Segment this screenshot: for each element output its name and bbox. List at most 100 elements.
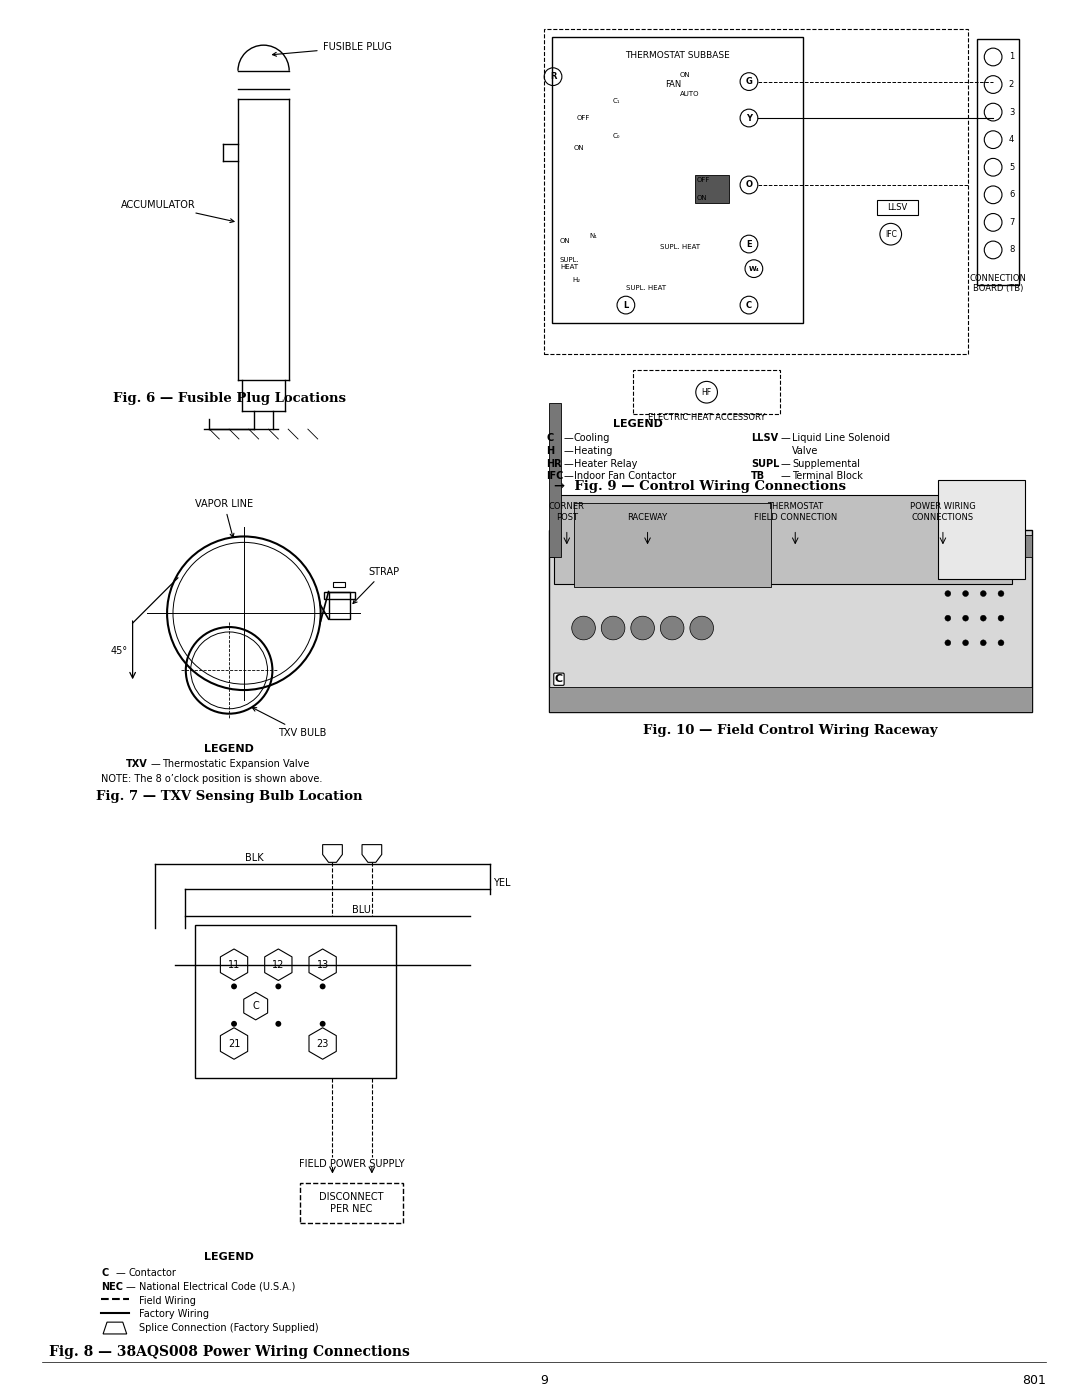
Circle shape bbox=[962, 615, 969, 622]
Text: Y: Y bbox=[746, 113, 752, 123]
Text: 1: 1 bbox=[1009, 53, 1014, 61]
Text: —: — bbox=[564, 433, 573, 443]
Text: LLSV: LLSV bbox=[751, 433, 778, 443]
Circle shape bbox=[602, 616, 625, 640]
Circle shape bbox=[631, 616, 654, 640]
Text: BLK: BLK bbox=[245, 854, 264, 863]
Text: G: G bbox=[745, 77, 753, 87]
Bar bbox=[549, 402, 561, 557]
Bar bbox=[544, 29, 968, 355]
Text: POWER WIRING
CONNECTIONS: POWER WIRING CONNECTIONS bbox=[910, 503, 976, 521]
Text: 13: 13 bbox=[316, 960, 328, 970]
Text: 11: 11 bbox=[228, 960, 240, 970]
Bar bbox=[549, 687, 1031, 711]
Text: Liquid Line Solenoid: Liquid Line Solenoid bbox=[793, 433, 890, 443]
Circle shape bbox=[998, 640, 1004, 645]
Text: ACCUMULATOR: ACCUMULATOR bbox=[121, 200, 234, 222]
Text: Contactor: Contactor bbox=[129, 1268, 176, 1278]
Text: —: — bbox=[564, 446, 573, 455]
Text: CONNECTION
BOARD (TB): CONNECTION BOARD (TB) bbox=[970, 274, 1026, 293]
Circle shape bbox=[981, 640, 986, 645]
Text: SUPL. HEAT: SUPL. HEAT bbox=[626, 285, 666, 292]
Text: LEGEND: LEGEND bbox=[204, 745, 254, 754]
Text: DISCONNECT
PER NEC: DISCONNECT PER NEC bbox=[320, 1192, 383, 1214]
Bar bbox=[549, 535, 1031, 557]
Text: —: — bbox=[781, 433, 791, 443]
Text: 4: 4 bbox=[1009, 136, 1014, 144]
Bar bbox=[633, 370, 781, 415]
Text: Heater Relay: Heater Relay bbox=[573, 458, 637, 468]
Text: Field Wiring: Field Wiring bbox=[138, 1295, 195, 1306]
Bar bbox=[549, 529, 1031, 711]
Text: LEGEND: LEGEND bbox=[204, 1252, 254, 1263]
Text: RACEWAY: RACEWAY bbox=[627, 513, 667, 521]
Text: HF: HF bbox=[702, 388, 712, 397]
Bar bbox=[694, 175, 729, 203]
Text: —: — bbox=[781, 458, 791, 468]
Text: 801: 801 bbox=[1023, 1375, 1047, 1387]
Text: Splice Connection (Factory Supplied): Splice Connection (Factory Supplied) bbox=[138, 1323, 319, 1333]
Circle shape bbox=[981, 615, 986, 622]
Text: VAPOR LINE: VAPOR LINE bbox=[195, 499, 253, 538]
Text: Cooling: Cooling bbox=[573, 433, 610, 443]
Text: SUPL. HEAT: SUPL. HEAT bbox=[660, 244, 701, 250]
Circle shape bbox=[231, 983, 237, 989]
Text: Fig. 6 — Fusible Plug Locations: Fig. 6 — Fusible Plug Locations bbox=[112, 391, 346, 405]
Bar bbox=[334, 581, 346, 587]
Text: IFC: IFC bbox=[546, 471, 564, 482]
Text: 9: 9 bbox=[540, 1375, 549, 1387]
Text: →  Fig. 9 — Control Wiring Connections: → Fig. 9 — Control Wiring Connections bbox=[554, 481, 846, 493]
Text: OFF: OFF bbox=[577, 115, 590, 122]
Text: 45°: 45° bbox=[110, 645, 127, 655]
Text: Fig. 10 — Field Control Wiring Raceway: Fig. 10 — Field Control Wiring Raceway bbox=[643, 724, 937, 736]
Text: Factory Wiring: Factory Wiring bbox=[138, 1309, 208, 1319]
Text: O: O bbox=[745, 180, 753, 190]
Text: NEC: NEC bbox=[102, 1282, 123, 1292]
Text: National Electrical Code (U.S.A.): National Electrical Code (U.S.A.) bbox=[138, 1282, 295, 1292]
Text: STRAP: STRAP bbox=[353, 567, 399, 604]
Text: —: — bbox=[125, 1282, 135, 1292]
Text: HR: HR bbox=[546, 458, 562, 468]
Circle shape bbox=[962, 640, 969, 645]
Circle shape bbox=[571, 616, 595, 640]
Bar bbox=[977, 39, 1018, 285]
Circle shape bbox=[660, 616, 684, 640]
Text: Thermostatic Expansion Valve: Thermostatic Expansion Valve bbox=[162, 759, 310, 768]
Text: —: — bbox=[116, 1268, 125, 1278]
Text: LLSV: LLSV bbox=[888, 203, 908, 212]
Bar bbox=[939, 481, 1025, 578]
Text: Heating: Heating bbox=[573, 446, 612, 455]
Text: 23: 23 bbox=[316, 1038, 328, 1049]
Text: —: — bbox=[564, 471, 573, 482]
Bar bbox=[328, 591, 350, 619]
Bar bbox=[324, 591, 355, 599]
Text: TB: TB bbox=[751, 471, 765, 482]
Text: Fig. 8 — 38AQS008 Power Wiring Connections: Fig. 8 — 38AQS008 Power Wiring Connectio… bbox=[49, 1345, 409, 1359]
Text: OFF: OFF bbox=[697, 177, 711, 183]
Text: N₁: N₁ bbox=[590, 233, 597, 239]
Text: H₂: H₂ bbox=[572, 278, 581, 284]
Text: ON: ON bbox=[573, 144, 584, 151]
Text: TXV: TXV bbox=[125, 759, 148, 768]
Text: SUPL.
HEAT: SUPL. HEAT bbox=[559, 257, 580, 270]
Text: 3: 3 bbox=[1009, 108, 1014, 116]
Circle shape bbox=[945, 615, 950, 622]
Text: 7: 7 bbox=[1009, 218, 1014, 226]
Text: NOTE: The 8 o’clock position is shown above.: NOTE: The 8 o’clock position is shown ab… bbox=[102, 774, 323, 784]
Text: —: — bbox=[150, 759, 160, 768]
Text: ELECTRIC HEAT ACCESSORY: ELECTRIC HEAT ACCESSORY bbox=[648, 414, 766, 422]
Text: THERMOSTAT
FIELD CONNECTION: THERMOSTAT FIELD CONNECTION bbox=[754, 503, 837, 521]
Text: C: C bbox=[546, 433, 553, 443]
Circle shape bbox=[320, 983, 325, 989]
Text: YEL: YEL bbox=[492, 879, 511, 888]
Text: 6: 6 bbox=[1009, 190, 1014, 200]
Text: THERMOSTAT SUBBASE: THERMOSTAT SUBBASE bbox=[625, 52, 730, 60]
Bar bbox=[573, 503, 771, 587]
Text: ON: ON bbox=[559, 237, 570, 244]
Circle shape bbox=[231, 1021, 237, 1027]
Text: ON: ON bbox=[680, 71, 691, 78]
Text: Terminal Block: Terminal Block bbox=[793, 471, 863, 482]
Circle shape bbox=[962, 591, 969, 597]
Circle shape bbox=[981, 591, 986, 597]
Circle shape bbox=[275, 983, 281, 989]
